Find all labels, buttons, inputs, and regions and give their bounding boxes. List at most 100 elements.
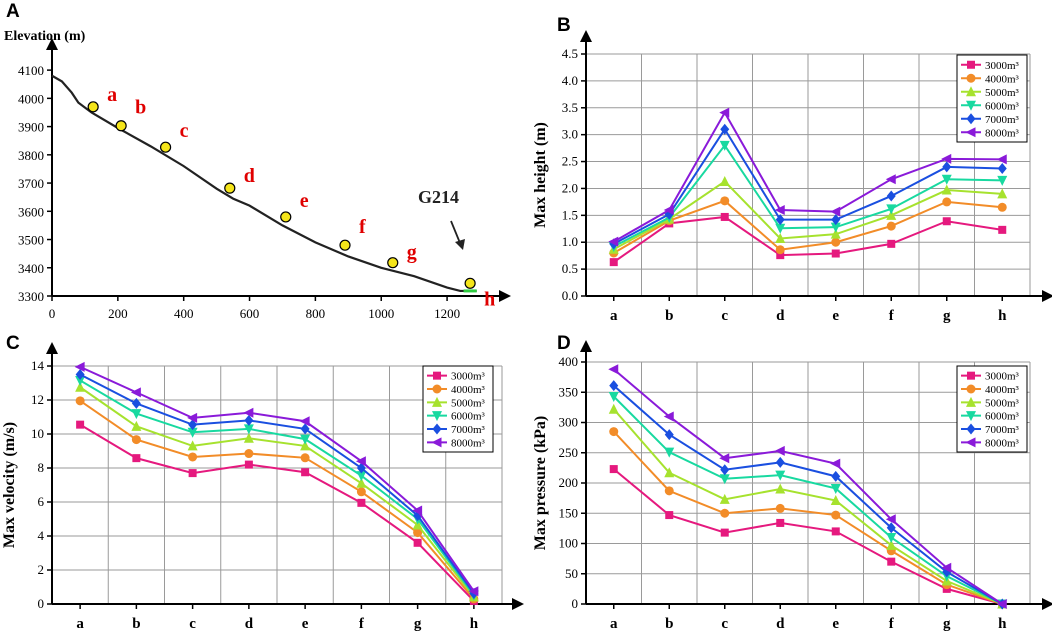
- site-point-b: [115, 120, 127, 132]
- data-point: [941, 562, 952, 573]
- series-7000m³: [75, 369, 479, 599]
- data-point: [941, 153, 952, 164]
- legend-box: [956, 54, 1028, 143]
- legend-marker: [967, 371, 975, 380]
- data-point: [996, 154, 1007, 165]
- panel-letter: A: [6, 1, 20, 22]
- panel-a: A Elevation (m) 3300 3400 3500 3600 3700 3800 39…: [4, 1, 511, 321]
- data-point: [831, 510, 841, 520]
- data-point: [356, 462, 366, 474]
- data-point: [300, 453, 310, 463]
- x-tick-label: h: [470, 616, 479, 632]
- data-point: [887, 557, 896, 566]
- data-point: [719, 453, 730, 464]
- legend-label: 7000m³: [985, 424, 1020, 436]
- y-tick-label: 0.0: [562, 288, 578, 303]
- data-point: [355, 456, 366, 467]
- series-line: [613, 430, 1003, 605]
- legend-label: 3000m³: [985, 371, 1020, 383]
- series-line: [613, 127, 1003, 245]
- legend-label: 3000m³: [451, 371, 486, 383]
- data-point: [609, 380, 619, 392]
- data-point: [468, 586, 479, 597]
- series-line: [613, 215, 1003, 263]
- legend-marker: [966, 86, 976, 97]
- x-tick-label: e: [302, 616, 309, 632]
- series-line: [613, 468, 1003, 605]
- x-tick-label: c: [721, 308, 728, 324]
- legend-label: 7000m³: [451, 424, 486, 436]
- y-tick-label: 0: [38, 596, 45, 611]
- data-point: [608, 364, 619, 375]
- y-axis-label: Max velocity (m/s): [1, 422, 18, 548]
- data-point: [831, 470, 841, 482]
- y-tick-label: 14: [31, 358, 45, 373]
- data-point: [663, 204, 674, 215]
- data-point: [664, 486, 674, 496]
- series-4000m³: [75, 396, 479, 604]
- data-point: [130, 387, 141, 398]
- data-point: [664, 429, 674, 441]
- panel-c: C 0 2 4 6 8 10 12 14 a b c d e f g h Max velocity (m/s) 30…: [1, 333, 524, 632]
- legend-marker: [966, 113, 976, 125]
- y-tick-label: 3300: [18, 289, 44, 304]
- legend-label: 8000m³: [985, 127, 1020, 139]
- x-tick-label: g: [943, 616, 951, 632]
- data-point: [300, 434, 311, 445]
- data-point: [608, 236, 619, 247]
- legend-box: [422, 365, 494, 453]
- y-tick-label: 4000: [18, 91, 44, 106]
- data-point: [131, 397, 141, 409]
- terrain-profile: [51, 74, 477, 293]
- panel-letter: C: [6, 333, 20, 354]
- site-label-d: d: [244, 165, 255, 187]
- data-point: [75, 375, 86, 386]
- data-point: [719, 493, 730, 504]
- data-point: [412, 505, 423, 516]
- data-point: [187, 427, 198, 438]
- x-tick-label: 0: [49, 306, 56, 321]
- data-point: [356, 487, 366, 497]
- data-point: [132, 454, 141, 463]
- annotation-arrow-head: [455, 239, 465, 250]
- legend-marker: [967, 60, 975, 69]
- x-tick-label: 200: [108, 306, 128, 321]
- series-line: [79, 423, 475, 602]
- data-point: [243, 432, 254, 443]
- data-point: [886, 221, 896, 231]
- data-point: [830, 222, 841, 233]
- legend-label: 4000m³: [451, 384, 486, 396]
- data-point: [720, 508, 730, 518]
- y-tick-label: 0: [572, 596, 579, 611]
- legend-label: 6000m³: [451, 411, 486, 423]
- y-axis-label: Max height (m): [532, 122, 549, 228]
- series-line: [613, 395, 1003, 605]
- data-point: [774, 204, 785, 215]
- y-tick-label: 3800: [18, 148, 44, 163]
- data-point: [244, 460, 253, 469]
- data-point: [75, 396, 85, 406]
- site-label-e: e: [300, 190, 309, 212]
- series-line: [612, 408, 1003, 605]
- data-point: [74, 361, 85, 372]
- series-8000m³: [608, 364, 1007, 609]
- data-point: [830, 495, 841, 506]
- site-point-c: [159, 141, 172, 153]
- data-point: [719, 175, 730, 186]
- data-point: [720, 123, 730, 135]
- grid: [586, 53, 1031, 296]
- x-tick-label: f: [359, 616, 365, 632]
- legend-marker: [432, 384, 442, 394]
- panel-b: B 0.0 0.5 1.0 1.5 2.0 2.5 3.0 3.5 4.0 4.5 a b c d e f g h M…: [532, 15, 1052, 324]
- y-tick-label: 100: [559, 536, 579, 551]
- legend-label: 3000m³: [985, 60, 1020, 72]
- data-point: [775, 483, 786, 494]
- y-tick-label: 1.5: [562, 207, 578, 222]
- x-tick-label: b: [665, 616, 673, 632]
- data-point: [887, 239, 896, 248]
- data-point: [356, 477, 367, 488]
- data-point: [243, 407, 254, 418]
- y-tick-label: 3400: [18, 261, 44, 276]
